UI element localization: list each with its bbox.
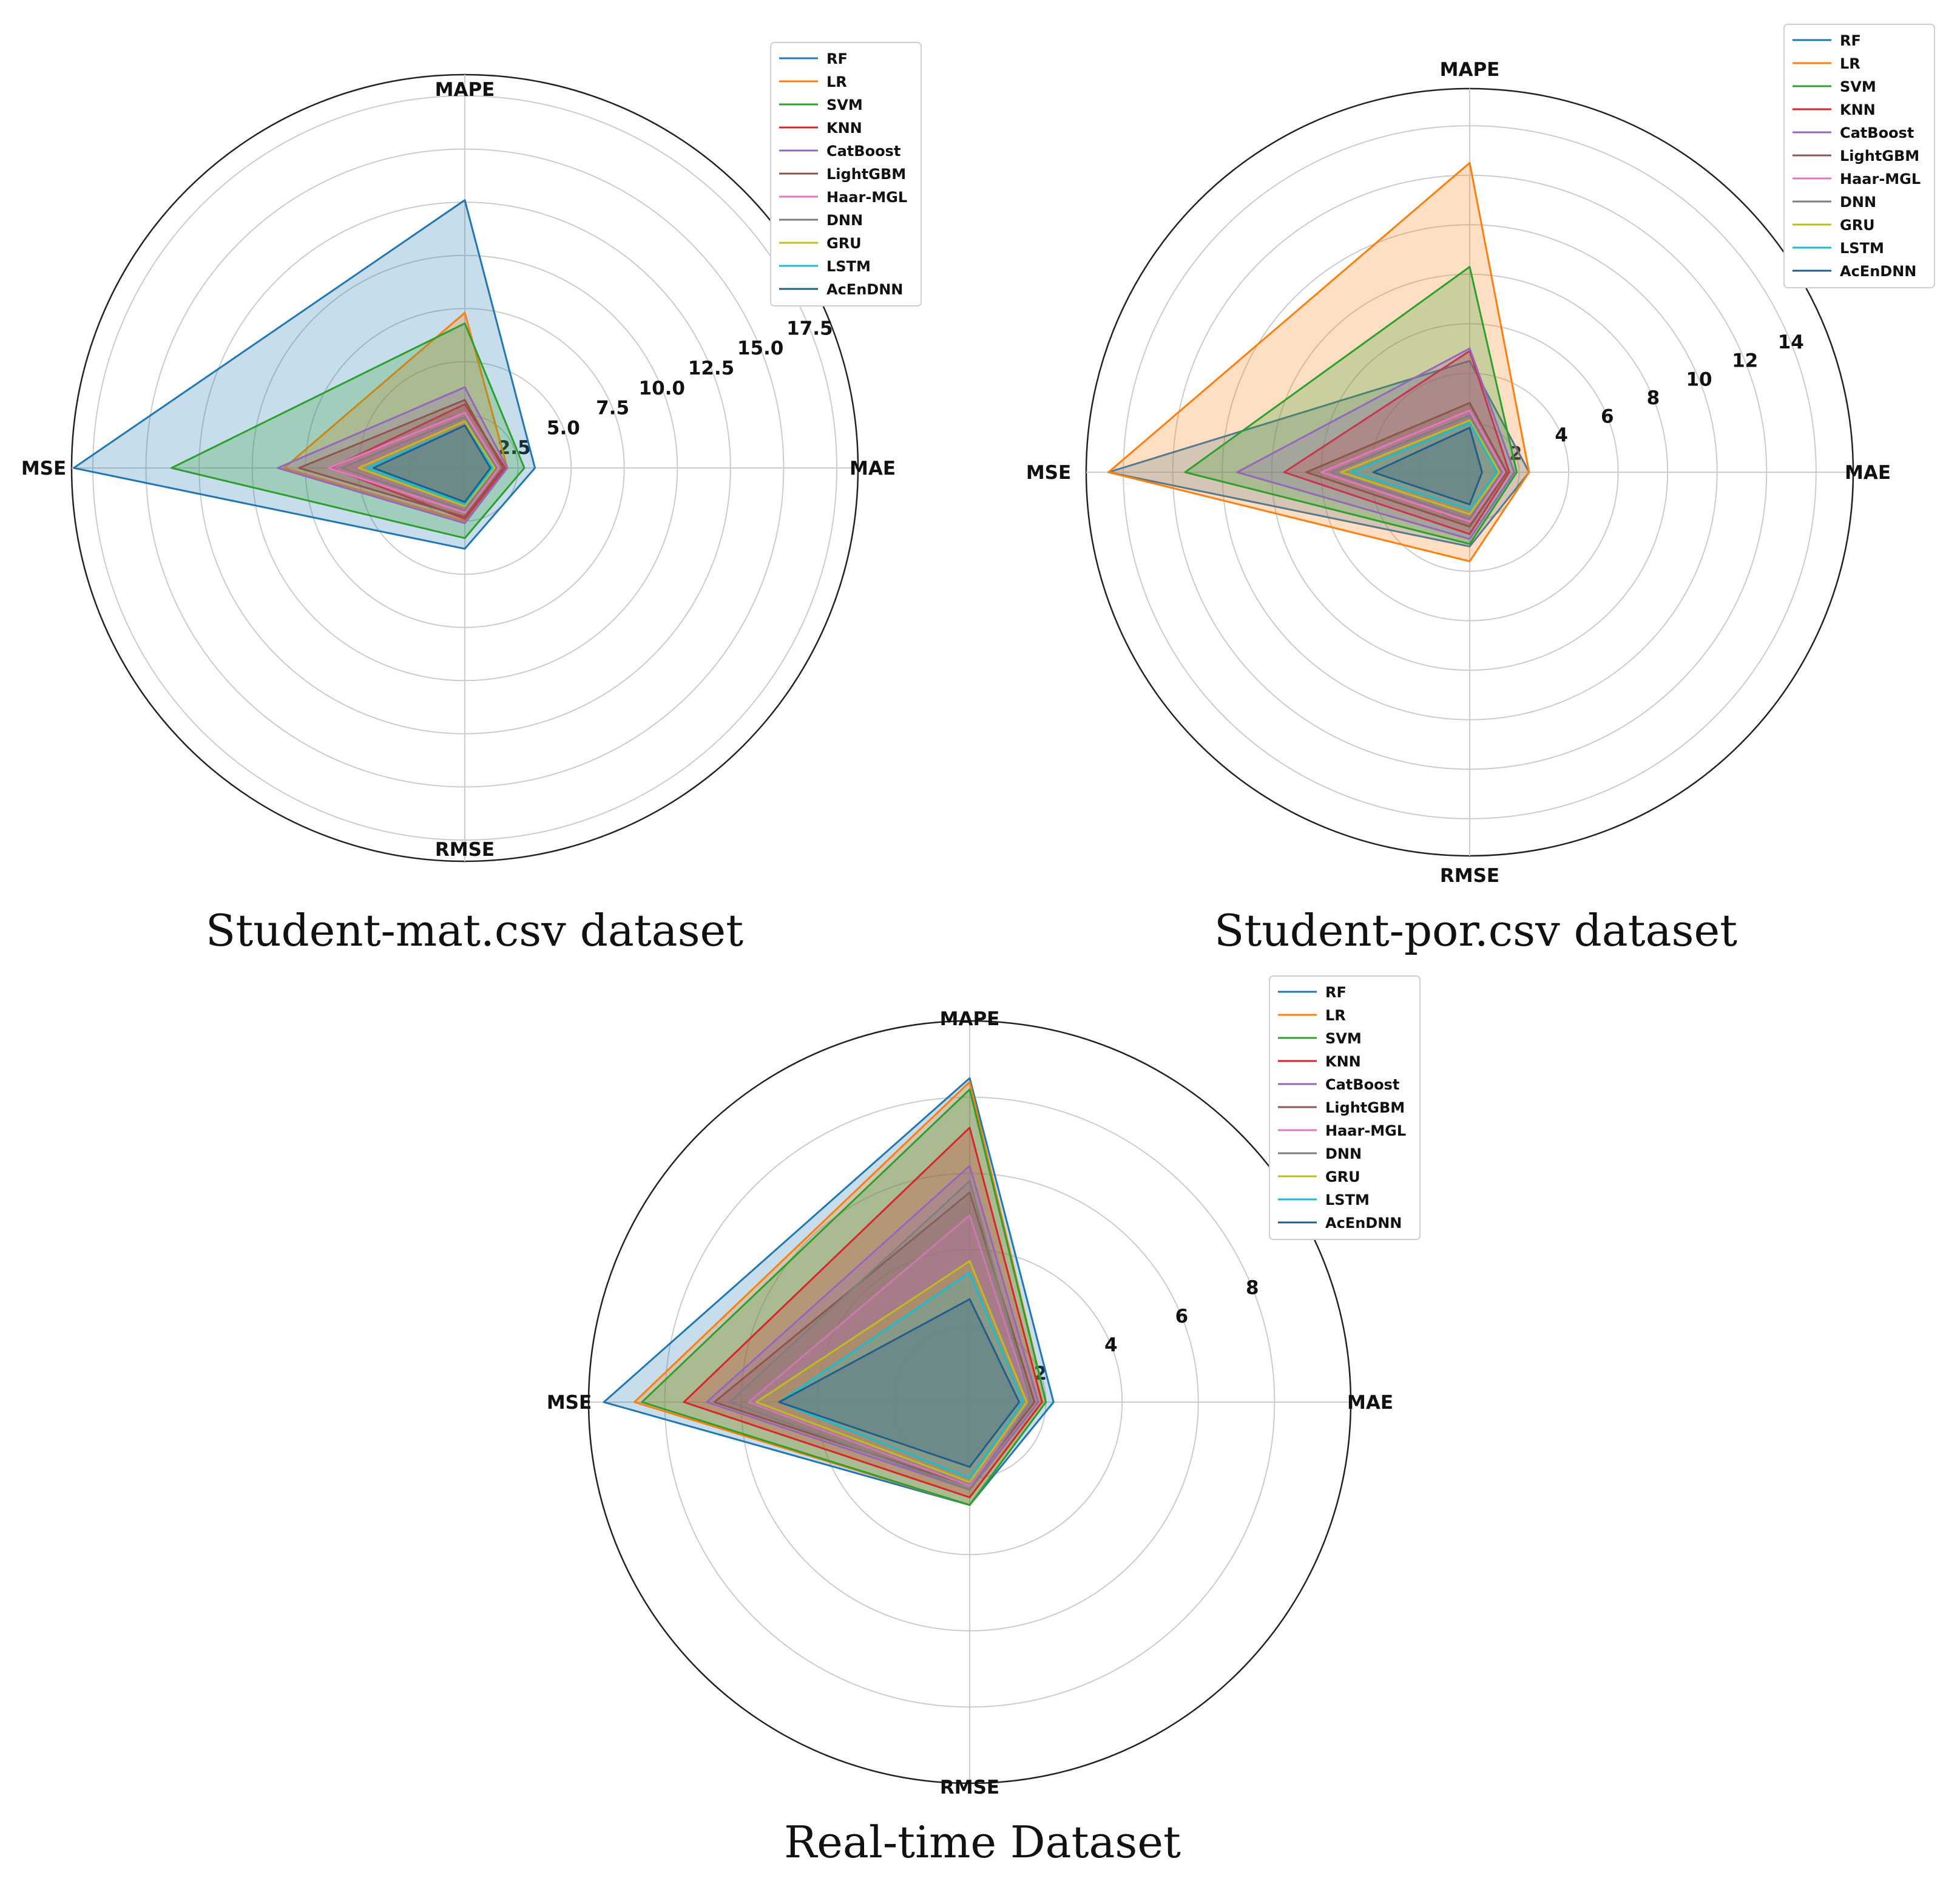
- legend-label-gru: GRU: [1325, 1168, 1360, 1185]
- legend-label-dnn: DNN: [826, 212, 863, 229]
- axis-label-mse: MSE: [21, 458, 66, 480]
- axis-label-mse: MSE: [547, 1392, 592, 1414]
- legend-label-svm: SVM: [1325, 1030, 1362, 1047]
- legend-label-rf: RF: [1325, 984, 1347, 1001]
- tick-label: 14: [1778, 331, 1804, 353]
- legend-label-acendnn: AcEnDNN: [1325, 1215, 1402, 1232]
- axis-label-mse: MSE: [1026, 462, 1071, 484]
- legend-label-lightgbm: LightGBM: [1840, 147, 1919, 164]
- legend-label-rf: RF: [826, 50, 848, 67]
- tick-label: 5.0: [547, 417, 580, 439]
- legend-label-haar-mgl: Haar-MGL: [826, 189, 907, 206]
- legend-label-haar-mgl: Haar-MGL: [1840, 171, 1921, 188]
- legend: RF LR SVM KNN CatBoost LightGBM Haar-MGL DNN GRU…: [1269, 975, 1421, 1240]
- caption-student-por: Student-por.csv dataset: [1214, 905, 1737, 956]
- series-haar-mgl-polygon: [1320, 409, 1505, 523]
- series-knn-polygon: [1283, 350, 1510, 535]
- axis-label-mae: MAE: [850, 458, 896, 480]
- legend-label-lr: LR: [1840, 55, 1860, 72]
- legend-label-svm: SVM: [1840, 78, 1876, 95]
- tick-label: 10.0: [639, 378, 686, 399]
- series-acendnn-polygon: [1372, 427, 1483, 506]
- legend-label-gru: GRU: [1840, 217, 1875, 234]
- axis-label-mape: MAPE: [1440, 59, 1500, 81]
- series-gru-polygon: [1340, 419, 1501, 515]
- series-lstm-polygon: [1350, 422, 1498, 510]
- legend-label-gru: GRU: [826, 235, 862, 252]
- legend-label-dnn: DNN: [1325, 1145, 1362, 1162]
- series-acendnn-polygon: [372, 424, 492, 503]
- legend-label-dnn: DNN: [1840, 194, 1876, 211]
- series-rf-polygon: [73, 199, 536, 550]
- legend-label-rf: RF: [1840, 32, 1861, 49]
- legend-label-knn: KNN: [826, 120, 862, 137]
- tick-label: 6: [1175, 1306, 1189, 1327]
- tick-label: 10: [1686, 368, 1712, 390]
- axis-label-rmse: RMSE: [940, 1777, 999, 1798]
- series-catboost-polygon: [277, 386, 509, 524]
- legend: RF LR SVM KNN CatBoost LightGBM Haar-MGL DNN GRU…: [770, 42, 922, 307]
- series-haar-mgl-polygon: [328, 412, 500, 514]
- series-gru-polygon: [755, 1260, 1028, 1483]
- series-catboost-polygon: [706, 1165, 1039, 1491]
- legend-label-catboost: CatBoost: [826, 143, 901, 160]
- tick-label: 7.5: [596, 398, 629, 419]
- tick-label: 12.5: [688, 358, 735, 379]
- tick-label: 17.5: [786, 317, 833, 339]
- legend-label-lightgbm: LightGBM: [1325, 1099, 1405, 1116]
- radar-chart-student-mat: MAEMAPEMSERMSE2.55.07.510.012.515.017.5R…: [21, 42, 922, 863]
- tick-label: 15.0: [737, 337, 784, 359]
- axis-label-mae: MAE: [1845, 462, 1891, 484]
- caption-real-time: Real-time Dataset: [784, 1817, 1181, 1868]
- series-svm-polygon: [1184, 266, 1518, 545]
- legend-box: [770, 42, 922, 307]
- legend-label-catboost: CatBoost: [1325, 1076, 1399, 1093]
- tick-label: 6: [1601, 405, 1614, 427]
- legend-label-lstm: LSTM: [826, 258, 871, 275]
- legend-label-knn: KNN: [1840, 101, 1876, 118]
- caption-student-mat: Student-mat.csv dataset: [206, 905, 743, 956]
- axis-label-mae: MAE: [1347, 1392, 1393, 1414]
- legend-label-lr: LR: [826, 73, 847, 90]
- radar-chart-student-por: MAE MAPE MSE RMSE 2 4 6 8 10 12 14 RF LR SVM KNN CatBoo…: [1026, 24, 1935, 887]
- legend-label-catboost: CatBoost: [1840, 124, 1914, 141]
- tick-label: 4: [1104, 1334, 1118, 1356]
- legend-label-acendnn: AcEnDNN: [826, 281, 903, 298]
- series-svm-polygon: [171, 322, 525, 540]
- legend-label-acendnn: AcEnDNN: [1840, 263, 1916, 280]
- radar-chart-real-time: MAEMAPEMSERMSE2468RFLRSVMKNNCatBoostLigh…: [547, 975, 1421, 1798]
- axis-label-rmse: RMSE: [435, 839, 495, 861]
- series-acendnn-polygon: [778, 1298, 1021, 1468]
- legend-label-svm: SVM: [826, 97, 863, 114]
- series-lightgbm-polygon: [298, 399, 504, 518]
- legend: RF LR SVM KNN CatBoost LightGBM Haar-MGL DNN GRU…: [1783, 24, 1935, 288]
- legend-label-lightgbm: LightGBM: [826, 166, 906, 183]
- axis-label-mape: MAPE: [435, 79, 495, 101]
- legend-label-lstm: LSTM: [1840, 240, 1884, 257]
- legend-label-lstm: LSTM: [1325, 1191, 1370, 1208]
- series-dnn-polygon: [1330, 414, 1503, 520]
- legend-label-haar-mgl: Haar-MGL: [1325, 1122, 1406, 1139]
- axis-label-mape: MAPE: [940, 1008, 1000, 1030]
- tick-label: 12: [1732, 350, 1758, 372]
- series-gru-polygon: [357, 420, 496, 507]
- tick-label: 8: [1246, 1277, 1259, 1299]
- tick-label: 4: [1555, 424, 1568, 446]
- tick-label: 2: [1509, 442, 1522, 464]
- legend-box: [1269, 975, 1421, 1240]
- series-dnn-polygon: [340, 416, 498, 512]
- series-knn-polygon: [683, 1127, 1043, 1499]
- axis-label-rmse: RMSE: [1440, 865, 1499, 887]
- tick-label: 8: [1647, 387, 1660, 409]
- legend-label-knn: KNN: [1325, 1053, 1361, 1070]
- legend-box: [1783, 24, 1935, 288]
- legend-label-lr: LR: [1325, 1007, 1346, 1024]
- series-lr-polygon: [1107, 161, 1530, 563]
